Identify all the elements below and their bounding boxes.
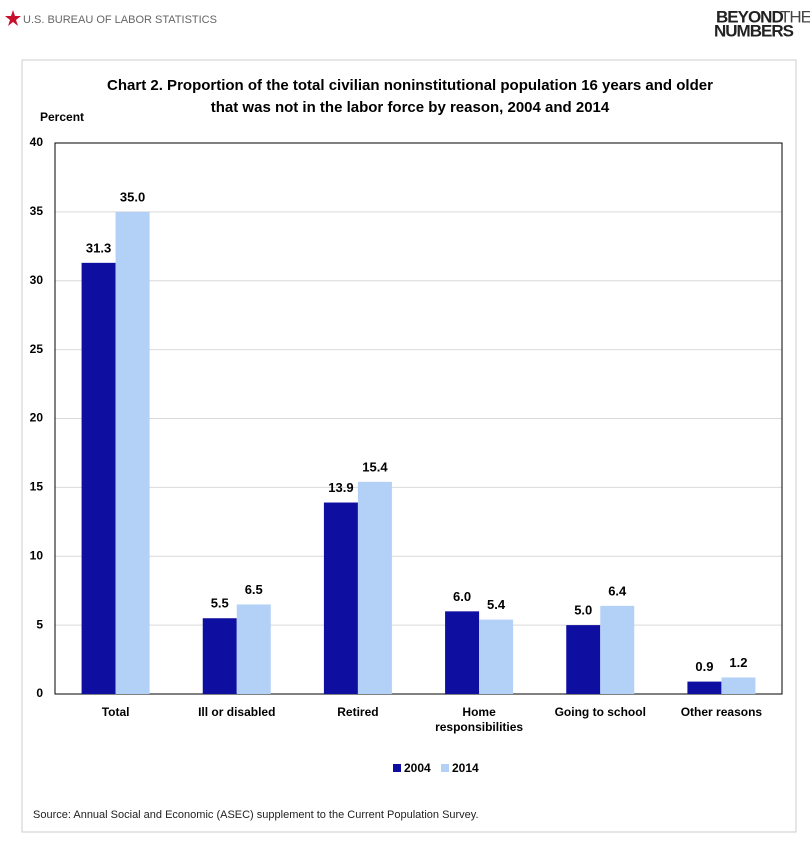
y-tick-label: 10 [30,548,44,562]
y-tick-label: 25 [30,342,44,356]
bar [357,481,392,694]
bar [323,502,358,694]
chart-frame [21,59,797,833]
value-label: 5.5 [211,596,229,611]
bar [600,605,635,694]
bar [115,211,150,694]
value-label: 13.9 [328,480,353,495]
plot-frame [54,142,783,695]
value-label: 5.0 [574,603,592,618]
bar [687,681,722,694]
legend-swatch [441,764,449,772]
value-label: 6.0 [453,589,471,604]
y-tick-label: 20 [30,411,44,425]
logo-bottom: NUMBERS [714,21,794,40]
value-label: 31.3 [86,240,111,255]
logo-top: BEYOND [716,7,783,26]
x-tick-label: Ill or disabled [198,705,276,719]
bar [566,625,601,694]
value-label: 6.4 [608,583,627,598]
value-label: 0.9 [695,659,713,674]
x-tick-label: Retired [337,705,379,719]
y-tick-label: 40 [30,135,44,149]
y-tick-label: 0 [36,686,43,700]
y-axis-label: Percent [40,110,84,124]
y-tick-label: 15 [30,480,44,494]
agency: U.S. BUREAU OF LABOR STATISTICS [23,14,217,26]
bar [721,677,756,694]
bar [445,611,480,694]
star-icon [5,10,21,26]
y-tick-label: 30 [30,273,44,287]
legend-label: 2004 [404,761,431,775]
x-tick-label: Home responsibilities [435,705,524,734]
legend-label: 2014 [452,761,479,775]
bar [81,262,116,694]
x-tick-label: Going to school [554,705,646,719]
source: Source: Annual Social and Economic (ASEC… [33,809,479,821]
bar [236,604,271,694]
x-tick-label: Total [101,705,130,719]
value-label: 35.0 [120,189,145,204]
x-tick-label: Other reasons [680,705,763,719]
value-label: 1.2 [729,655,747,670]
y-tick-label: 5 [36,617,43,631]
value-label: 6.5 [245,582,263,597]
value-label: 15.4 [362,459,388,474]
legend-swatch [393,764,401,772]
logo-the: THE [780,7,810,26]
value-label: 5.4 [487,597,506,612]
chart-title: Chart 2. Proportion of the total civilia… [107,77,713,116]
y-tick-label: 35 [30,204,44,218]
bar [202,618,237,694]
bar [479,619,514,694]
